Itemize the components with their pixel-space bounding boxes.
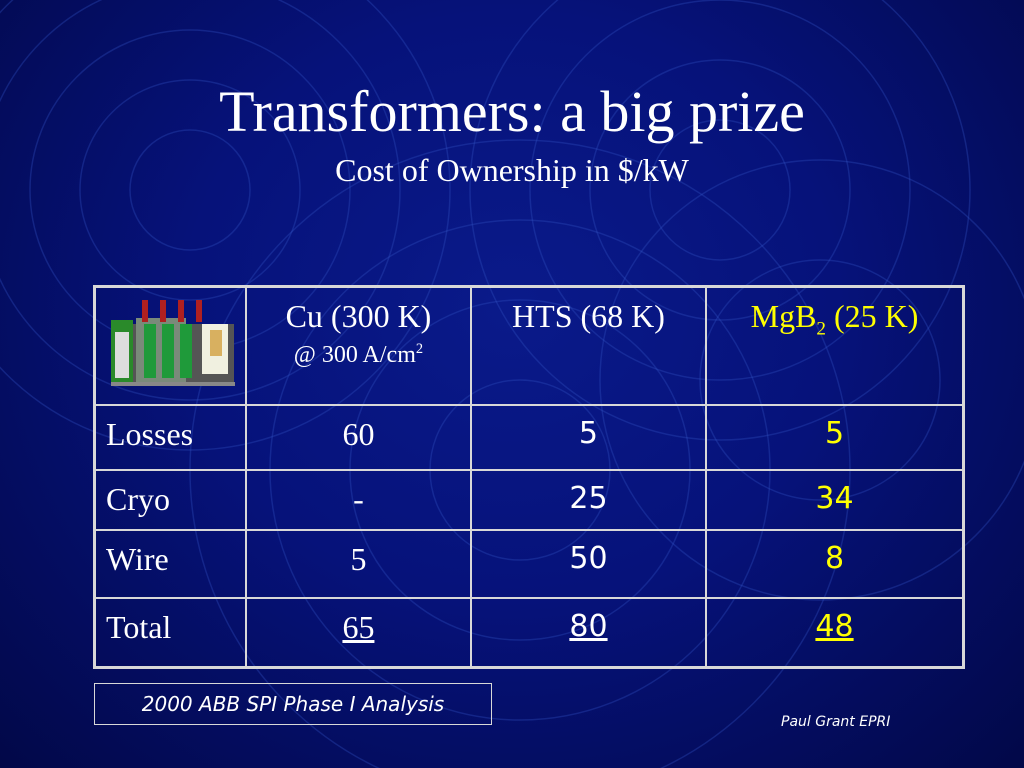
- source-box: 2000 ABB SPI Phase I Analysis: [94, 683, 492, 725]
- row-header: Total: [93, 597, 247, 668]
- table-row: Total 65 80 48: [93, 597, 965, 668]
- cell: 8: [705, 529, 965, 599]
- cell: 50: [469, 529, 708, 599]
- cell: 5: [469, 404, 708, 471]
- cell: 5: [245, 529, 472, 599]
- column-header: HTS (68 K): [469, 285, 708, 406]
- transformer-icon: [110, 300, 235, 386]
- cell: -: [245, 469, 472, 531]
- label-sub: 2: [816, 318, 826, 340]
- subtitle: Cost of Ownership in $/kW: [335, 152, 689, 188]
- column-label: Cu (300 K): [285, 298, 432, 334]
- credit: Paul Grant EPRI: [781, 714, 891, 730]
- column-header: Cu (300 K) @ 300 A/cm2: [245, 285, 472, 406]
- label-base: MgB: [750, 298, 817, 334]
- column-note: @ 300 A/cm2: [251, 341, 466, 369]
- cell: 65: [245, 597, 472, 668]
- cell: 5: [705, 404, 965, 471]
- note-sup: 2: [415, 341, 424, 357]
- header-row: Cu (300 K) @ 300 A/cm2 HTS (68 K) MgB2 (2…: [93, 285, 965, 406]
- table-row: Cryo -25 34: [93, 469, 965, 531]
- cell: 25: [469, 469, 708, 531]
- cell: 60: [245, 404, 472, 471]
- table-row: Wire 5 50 8: [93, 529, 965, 599]
- icon-cell: [93, 285, 247, 406]
- cell: 48: [705, 597, 965, 668]
- table-row: Losses 60 5 5: [93, 404, 965, 471]
- row-header: Wire: [93, 529, 247, 599]
- row-header: Cryo: [93, 469, 247, 531]
- column-label: HTS (68 K): [512, 298, 665, 334]
- label-rest: (25 K): [826, 298, 919, 334]
- title: Transformers: a big prize: [219, 79, 805, 144]
- column-header: MgB2 (25 K): [705, 285, 965, 406]
- cell: 34: [705, 469, 965, 531]
- cell: 80: [469, 597, 708, 668]
- cost-table: Cu (300 K) @ 300 A/cm2 HTS (68 K) MgB2 (2…: [93, 285, 965, 669]
- row-header: Losses: [93, 404, 247, 471]
- note-text: @ 300 A/cm: [293, 342, 416, 368]
